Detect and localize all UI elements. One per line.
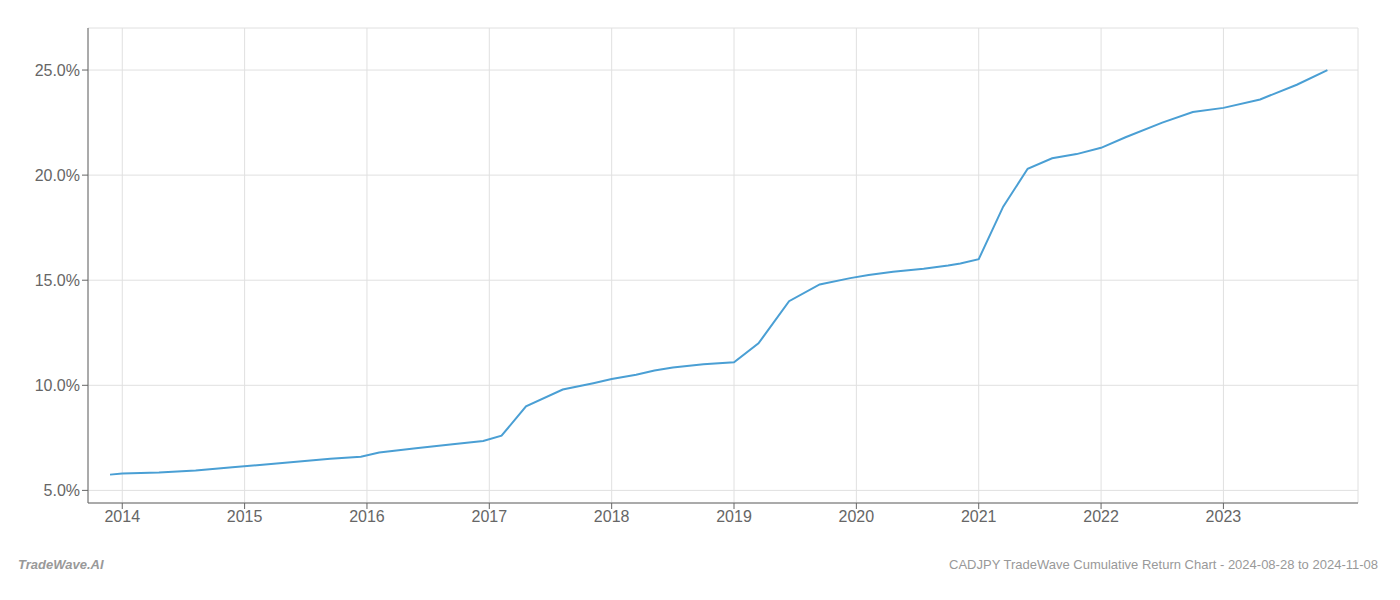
svg-text:15.0%: 15.0%: [35, 272, 80, 289]
svg-text:2022: 2022: [1083, 508, 1119, 525]
svg-text:2018: 2018: [594, 508, 630, 525]
svg-text:25.0%: 25.0%: [35, 62, 80, 79]
svg-text:2020: 2020: [839, 508, 875, 525]
svg-text:2017: 2017: [472, 508, 508, 525]
svg-text:2019: 2019: [716, 508, 752, 525]
svg-text:2015: 2015: [227, 508, 263, 525]
html-text:CADJPY TradeWave Cumulative Re: CADJPY TradeWave Cumulative Return Chart…: [949, 557, 1378, 572]
svg-text:20.0%: 20.0%: [35, 167, 80, 184]
svg-text:2014: 2014: [104, 508, 140, 525]
svg-text:2021: 2021: [961, 508, 997, 525]
svg-text:10.0%: 10.0%: [35, 377, 80, 394]
svg-text:2016: 2016: [349, 508, 385, 525]
svg-text:5.0%: 5.0%: [44, 482, 80, 499]
svg-text:2023: 2023: [1206, 508, 1242, 525]
html-text:TradeWave.AI: TradeWave.AI: [18, 557, 104, 572]
